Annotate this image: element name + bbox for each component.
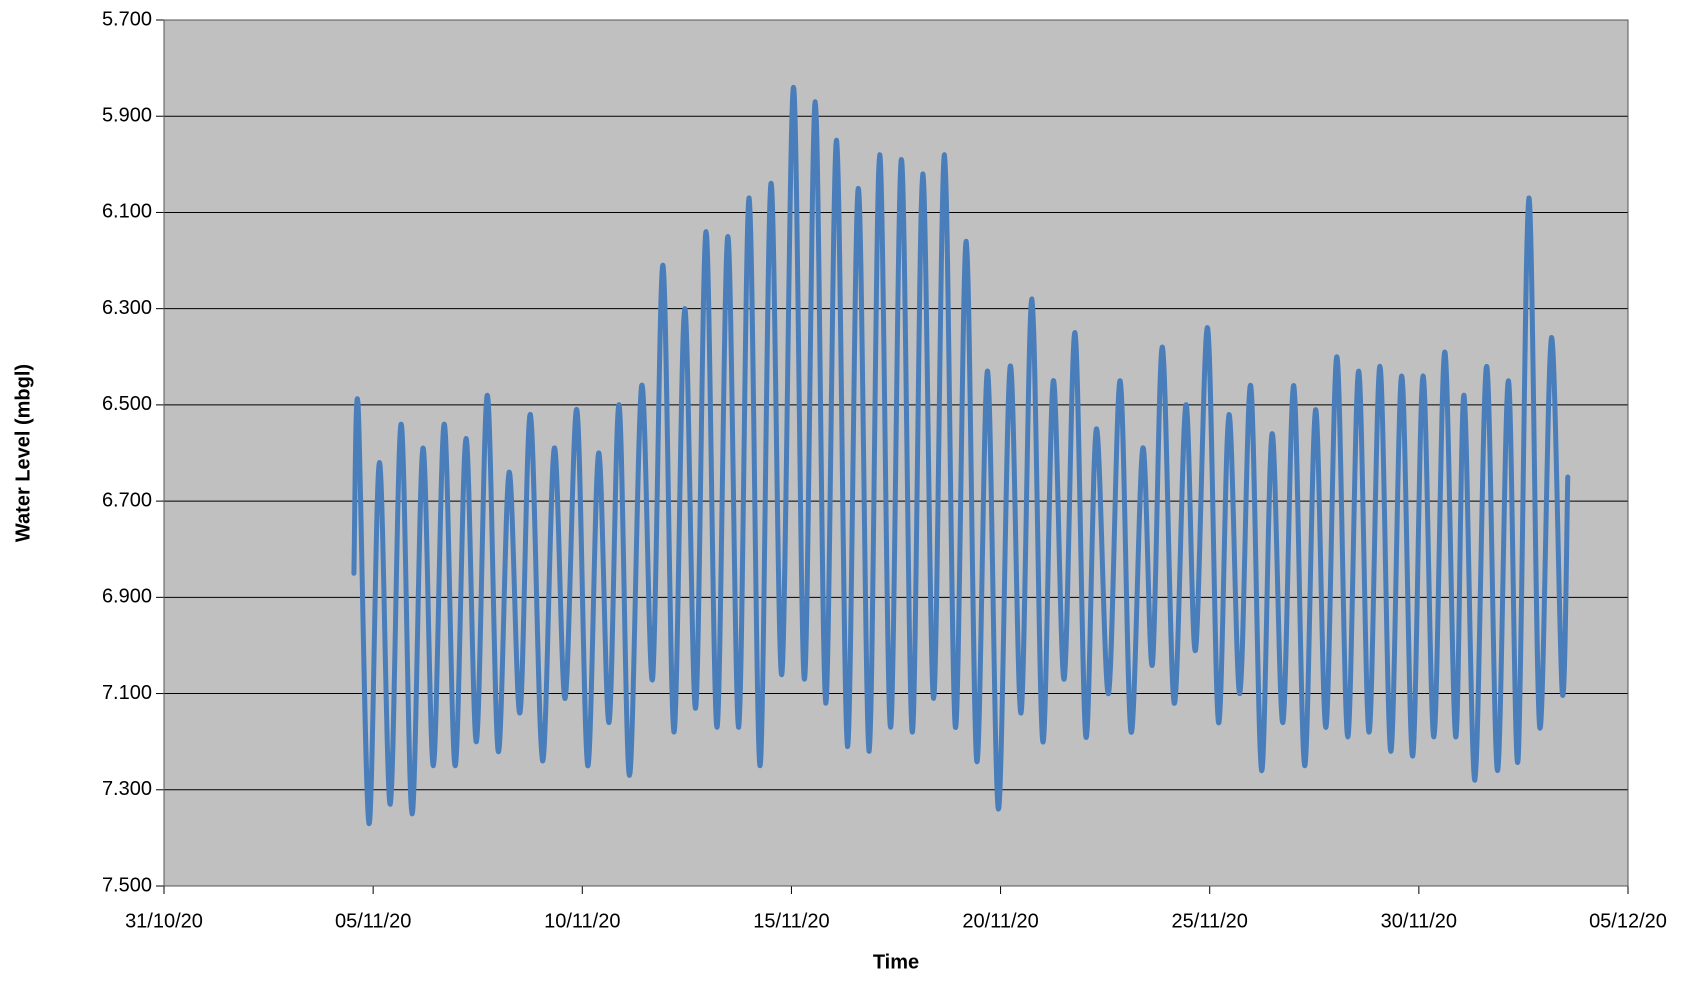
y-tick-label: 6.300 — [102, 297, 152, 319]
plot-border — [163, 19, 1629, 887]
y-tick-label: 7.300 — [102, 778, 152, 800]
y-tick-label: 7.500 — [102, 874, 152, 896]
y-tick-label: 5.900 — [102, 105, 152, 127]
x-tick-label: 30/11/20 — [1381, 910, 1457, 932]
y-tick-label: 6.900 — [102, 586, 152, 608]
y-tick-label: 6.500 — [102, 393, 152, 415]
y-axis-title: Water Level (mbgl) — [12, 364, 34, 542]
x-tick-label: 05/12/20 — [1589, 910, 1667, 932]
x-tick-label: 15/11/20 — [753, 910, 829, 932]
x-tick-label: 25/11/20 — [1172, 910, 1248, 932]
x-tick-label: 10/11/20 — [544, 910, 620, 932]
x-tick-label: 20/11/20 — [962, 910, 1038, 932]
data-line — [351, 84, 1571, 826]
y-tick-label: 5.700 — [102, 8, 152, 30]
x-tick-label: 31/10/20 — [125, 910, 203, 932]
y-tick-label: 6.100 — [102, 201, 152, 223]
x-axis-title: Time — [873, 951, 919, 973]
y-tick-label: 6.700 — [102, 489, 152, 511]
y-tick-label: 7.100 — [102, 682, 152, 704]
x-tick-label: 05/11/20 — [335, 910, 411, 932]
